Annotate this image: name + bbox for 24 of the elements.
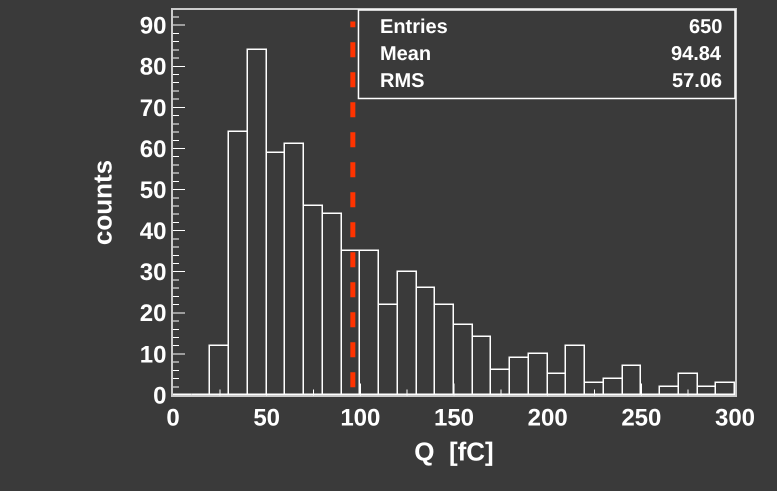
annotation: Entries (380, 16, 448, 38)
annotation: 650 (689, 16, 722, 38)
y-tick-label: 50 (140, 176, 166, 204)
y-axis-title: counts (88, 160, 118, 246)
x-tick-label: 250 (621, 404, 662, 432)
annotation: RMS (380, 70, 424, 92)
y-tick-label: 90 (140, 12, 166, 40)
y-tick-label: 70 (140, 94, 166, 122)
x-tick-label: 150 (434, 404, 474, 432)
x-tick-label: 200 (528, 404, 568, 432)
y-tick-label: 80 (140, 54, 166, 81)
x-tick-label: 50 (253, 404, 280, 432)
x-tick-label: 300 (714, 404, 756, 432)
annotation: 94.84 (671, 43, 722, 65)
annotation: 57.06 (672, 70, 722, 92)
y-tick-label: 10 (140, 341, 166, 368)
x-tick-label: 100 (340, 404, 380, 432)
y-tick-label: 40 (140, 218, 166, 246)
x-axis-title: Q [fC] (414, 436, 494, 467)
y-tick-label: 30 (140, 259, 166, 286)
annotation: Mean (380, 43, 432, 65)
y-tick-label: 20 (140, 300, 166, 328)
y-tick-label: 60 (140, 136, 166, 163)
y-tick-label: 0 (153, 382, 166, 410)
